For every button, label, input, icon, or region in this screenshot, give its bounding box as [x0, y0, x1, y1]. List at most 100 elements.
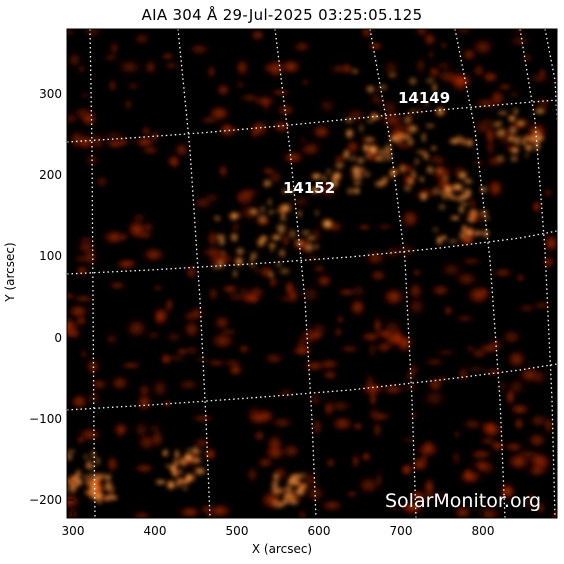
bright-emission [245, 262, 259, 268]
bright-emission [418, 175, 426, 184]
bright-emission [387, 72, 399, 79]
emission-patch [280, 150, 306, 165]
emission-patch [401, 384, 422, 392]
emission-patch [460, 418, 485, 431]
emission-patch [205, 228, 220, 249]
emission-patch [149, 427, 165, 450]
bright-emission [274, 221, 289, 235]
emission-patch [515, 273, 526, 283]
emission-patch [420, 388, 449, 409]
emission-patch [538, 66, 547, 80]
emission-patch [463, 365, 489, 373]
bright-emission [361, 137, 378, 143]
emission-patch [265, 57, 286, 80]
bright-emission [403, 115, 413, 124]
bright-emission [495, 110, 511, 116]
emission-patch [227, 363, 244, 377]
emission-patch [542, 414, 555, 437]
bright-emission [442, 172, 449, 186]
bright-emission [333, 162, 347, 170]
bright-emission [391, 133, 407, 138]
emission-patch [459, 257, 485, 266]
emission-patch [341, 62, 354, 76]
emission-patch [103, 332, 120, 346]
bright-emission [213, 214, 222, 221]
longitude-line [177, 29, 211, 518]
emission-patch [297, 508, 308, 518]
emission-patch [467, 198, 478, 209]
emission-patch [409, 411, 418, 420]
y-tick-label: 200 [39, 168, 62, 182]
bright-emission [413, 157, 421, 167]
emission-patch [506, 91, 522, 98]
emission-patch [476, 460, 487, 472]
emission-patch [246, 293, 262, 305]
emission-patch [533, 96, 552, 112]
bright-emission [406, 136, 415, 147]
emission-patch [130, 510, 154, 518]
bright-emission [508, 146, 521, 155]
bright-emission [302, 240, 316, 255]
bright-emission [351, 178, 364, 188]
bright-emission [412, 171, 418, 180]
emission-patch [368, 388, 378, 409]
bright-emission [508, 153, 520, 164]
emission-patch [308, 330, 326, 340]
bright-emission [174, 478, 189, 484]
emission-patch [212, 314, 232, 331]
bright-emission [280, 187, 289, 196]
emission-patch [118, 362, 144, 369]
emission-patch [321, 369, 340, 381]
bright-emission [349, 164, 364, 176]
emission-patch [406, 296, 428, 317]
bright-emission [457, 229, 468, 242]
emission-patch [368, 269, 388, 282]
emission-patch [502, 441, 526, 453]
solar-field: 14149 14152 SolarMonitor.org [67, 29, 557, 518]
emission-patch [275, 387, 297, 398]
emission-patch [380, 318, 405, 338]
emission-patch [140, 246, 167, 264]
bright-emission [446, 239, 461, 244]
bright-emission [372, 179, 388, 189]
emission-patch [317, 358, 342, 370]
emission-patch [399, 465, 414, 477]
emission-patch [75, 315, 88, 326]
emission-patch [525, 492, 535, 514]
emission-patch [352, 422, 364, 431]
emission-patch [392, 243, 420, 258]
emission-patch [319, 499, 345, 512]
emission-patch [253, 429, 266, 443]
emission-patch [200, 246, 227, 259]
bright-emission [247, 207, 261, 216]
emission-patch [67, 51, 83, 69]
emission-patch [79, 110, 99, 128]
emission-patch [412, 268, 422, 277]
bright-emission [423, 101, 430, 108]
emission-patch [429, 283, 452, 297]
emission-patch [478, 437, 499, 445]
y-axis-label: Y (arcsec) [3, 242, 17, 302]
emission-patch [517, 365, 541, 385]
emission-patch [154, 305, 170, 326]
bright-emission [416, 94, 423, 100]
emission-patch [422, 476, 436, 498]
bright-emission [344, 127, 355, 140]
emission-patch [109, 39, 119, 57]
emission-patch [206, 63, 217, 80]
bright-emission [232, 267, 238, 280]
bright-emission [95, 454, 101, 467]
image-title: AIA 304 Å 29-Jul-2025 03:25:05.125 [141, 6, 423, 24]
emission-patch [217, 328, 241, 336]
emission-patch [452, 504, 473, 518]
bright-emission [67, 451, 74, 463]
active-region-label-14149: 14149 [398, 89, 450, 107]
bright-emission [399, 161, 406, 176]
latitude-line [67, 99, 557, 143]
bright-emission [383, 141, 394, 155]
emission-patch [125, 82, 142, 90]
emission-patch [67, 29, 78, 36]
bright-emission [314, 208, 320, 217]
emission-patch [329, 415, 356, 433]
bright-emission [105, 493, 112, 503]
